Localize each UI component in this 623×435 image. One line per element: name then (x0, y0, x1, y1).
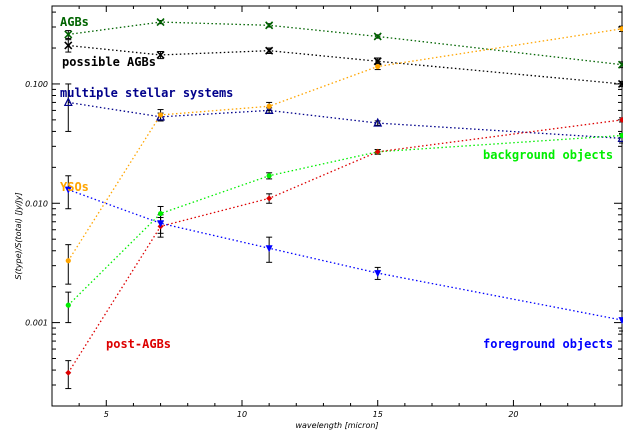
error-bar-multiple-stellar-systems (374, 120, 381, 126)
data-point-ysos (375, 63, 381, 70)
data-point-post-agbs (619, 116, 623, 123)
error-bar-multiple-stellar-systems (65, 83, 72, 132)
marker-stroke (156, 18, 165, 27)
data-point-background-objects (619, 132, 623, 139)
marker-stroke (373, 57, 382, 66)
label-background-objects: background objects (483, 148, 613, 162)
label-ysos: YSOs (60, 180, 89, 194)
marker-stroke (265, 21, 274, 30)
data-point-foreground-objects (157, 220, 165, 228)
error-bar-ysos (65, 244, 72, 285)
data-point-ysos (619, 26, 623, 32)
data-point-post-agbs (374, 148, 381, 155)
x-tick-label: 5 (104, 410, 109, 419)
label-agbs: AGBs (60, 15, 89, 29)
label-post-agbs: post-AGBs (106, 337, 171, 351)
data-point-foreground-objects (618, 317, 623, 325)
data-point-post-agbs (266, 195, 273, 202)
y-tick-label: 0.100 (25, 80, 48, 89)
data-point-possible-agbs (617, 79, 623, 89)
data-point-agbs (156, 18, 165, 27)
series-labels: AGBs possible AGBs multiple stellar syst… (60, 15, 613, 351)
marker-stroke (64, 30, 73, 39)
data-point-multiple-stellar-systems (373, 117, 383, 127)
y-tick-label: 0.001 (25, 319, 48, 328)
data-point-ysos (157, 112, 164, 118)
data-point-background-objects (65, 302, 71, 308)
data-point-agbs (265, 21, 274, 30)
x-tick-label: 10 (237, 410, 247, 419)
data-point-agbs (617, 60, 623, 69)
marker-stroke (156, 50, 165, 60)
plot-frame (51, 5, 623, 407)
series-line-multiple-stellar-systems (68, 101, 623, 139)
data-point-multiple-stellar-systems (264, 105, 274, 115)
data-point-possible-agbs (373, 57, 382, 66)
label-multiple-stellar-systems: multiple stellar systems (60, 86, 233, 100)
series-line-foreground-objects (68, 189, 623, 321)
marker-stroke (617, 62, 623, 69)
data-point-multiple-stellar-systems (617, 133, 623, 142)
data-point-possible-agbs (156, 50, 165, 60)
data-point-ysos (65, 258, 71, 264)
data-point-agbs (373, 32, 382, 41)
y-tick-label: 0.010 (25, 199, 48, 208)
y-axis-title: S(type)/S(total) [Jy/Jy] (14, 192, 23, 279)
series-line-agbs (68, 21, 623, 66)
marker-stroke (617, 81, 623, 89)
marker-stroke (64, 41, 73, 50)
data-point-ysos (266, 103, 272, 109)
data-point-background-objects (266, 173, 272, 179)
axis-ticks (51, 6, 623, 407)
data-point-possible-agbs (64, 41, 73, 50)
data-point-possible-agbs (265, 46, 274, 55)
label-foreground-objects: foreground objects (483, 337, 613, 351)
data-point-foreground-objects (265, 245, 273, 253)
marker-stroke (373, 32, 382, 41)
data-point-multiple-stellar-systems (63, 97, 73, 107)
tick-labels: 5 10 15 20 0.001 0.010 0.100 (25, 80, 518, 419)
marker-stroke (265, 46, 274, 55)
data-markers (63, 18, 623, 376)
data-point-background-objects (157, 210, 164, 217)
data-point-post-agbs (65, 369, 72, 376)
x-tick-label: 20 (508, 410, 518, 419)
data-point-foreground-objects (64, 186, 72, 194)
x-tick-label: 15 (373, 410, 383, 419)
series-lines (67, 21, 623, 374)
data-point-agbs (64, 30, 73, 39)
data-point-foreground-objects (374, 270, 382, 278)
x-axis-title: wavelength [micron] (295, 421, 378, 430)
label-possible-agbs: possible AGBs (62, 55, 156, 69)
